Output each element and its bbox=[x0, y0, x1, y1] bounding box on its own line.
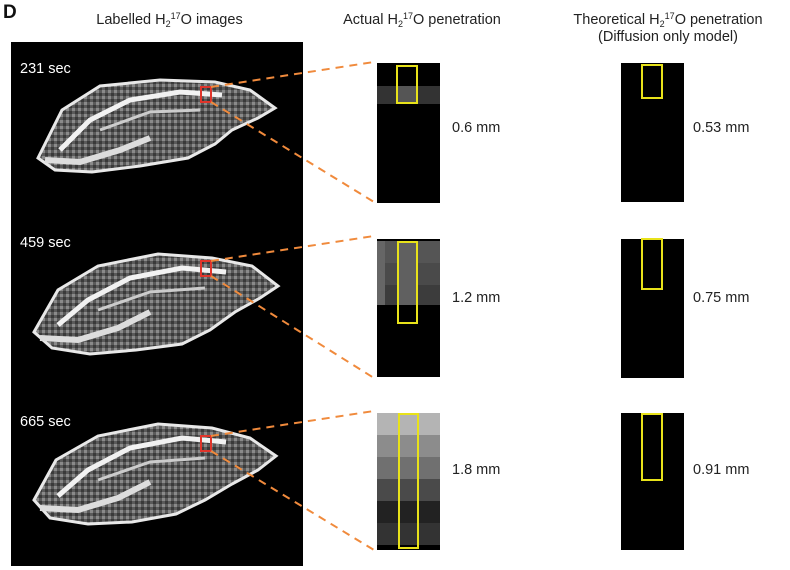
penetration-box-theoretical-2 bbox=[641, 238, 663, 290]
brain-slice-row-1 bbox=[36, 78, 278, 174]
time-label-row-1: 231 sec bbox=[20, 61, 71, 77]
penetration-box-theoretical-1 bbox=[641, 64, 663, 99]
actual-zoom-row-2 bbox=[377, 239, 440, 377]
time-label-row-2: 459 sec bbox=[20, 235, 71, 251]
theoretical-depth-row-3: 0.91 mm bbox=[693, 462, 750, 478]
header-labelled-sup: 17 bbox=[170, 11, 181, 21]
actual-zoom-row-3 bbox=[377, 413, 440, 550]
theoretical-depth-row-2: 0.75 mm bbox=[693, 290, 750, 306]
time-label-row-3: 665 sec bbox=[20, 414, 71, 430]
header-actual-penetration: Actual H217O penetration bbox=[318, 12, 526, 29]
theoretical-depth-row-1: 0.53 mm bbox=[693, 120, 750, 136]
header-theoretical-line2: (Diffusion only model) bbox=[598, 29, 738, 45]
header-theoretical-penetration: Theoretical H217O penetration (Diffusion… bbox=[550, 12, 786, 46]
theoretical-zoom-row-3 bbox=[621, 413, 684, 550]
header-actual-post: O penetration bbox=[412, 12, 501, 28]
roi-box-row-3 bbox=[200, 435, 212, 452]
roi-box-row-2 bbox=[200, 260, 212, 277]
penetration-box-actual-1 bbox=[396, 65, 418, 104]
penetration-box-theoretical-3 bbox=[641, 413, 663, 481]
panel-letter: D bbox=[3, 2, 17, 23]
header-labelled-post: O images bbox=[180, 12, 243, 28]
connector-lines bbox=[210, 61, 375, 551]
header-labelled-sub: 2 bbox=[165, 19, 171, 29]
penetration-box-actual-2 bbox=[397, 241, 418, 324]
header-actual-pre: Actual H bbox=[343, 12, 398, 28]
brain-slice-row-2 bbox=[32, 252, 281, 356]
header-labelled-pre: Labelled H bbox=[96, 12, 166, 28]
roi-box-row-1 bbox=[200, 86, 212, 103]
header-labelled-images: Labelled H217O images bbox=[62, 12, 277, 29]
header-theoretical-line1: Theoretical H217O penetration bbox=[573, 11, 763, 29]
penetration-box-actual-3 bbox=[398, 413, 419, 549]
theoretical-zoom-row-1 bbox=[621, 63, 684, 202]
actual-depth-row-2: 1.2 mm bbox=[452, 290, 501, 306]
actual-zoom-row-1 bbox=[377, 63, 440, 203]
header-actual-sub: 2 bbox=[397, 19, 403, 29]
brain-slice-row-3 bbox=[32, 422, 279, 526]
header-actual-sup: 17 bbox=[402, 11, 413, 21]
actual-depth-row-1: 0.6 mm bbox=[452, 120, 501, 136]
actual-depth-row-3: 1.8 mm bbox=[452, 462, 501, 478]
theoretical-zoom-row-2 bbox=[621, 238, 684, 378]
